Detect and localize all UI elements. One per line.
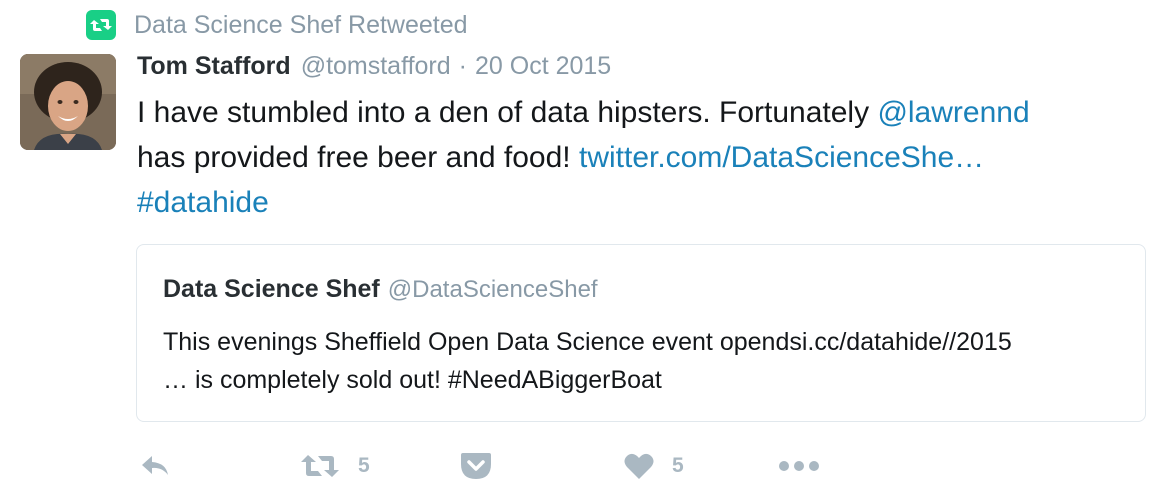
pocket-icon <box>461 453 491 479</box>
quoted-text-line2: … is completely sold out! #NeedABiggerBo… <box>163 366 662 394</box>
more-button[interactable] <box>778 446 820 486</box>
retweet-button[interactable]: 5 <box>300 446 370 486</box>
reply-icon <box>142 456 168 475</box>
tweet-text-part1: I have stumbled into a den of data hipst… <box>137 96 878 129</box>
tweet-actions: 5 5 <box>138 446 1038 486</box>
author-fullname[interactable]: Tom Stafford <box>137 52 291 80</box>
header-separator: · <box>458 52 467 80</box>
like-button[interactable]: 5 <box>624 446 684 486</box>
url-link[interactable]: twitter.com/DataScienceShe… <box>578 141 985 174</box>
retweeted-by-label[interactable]: Data Science Shef Retweeted <box>134 10 468 39</box>
quoted-tweet[interactable]: Data Science Shef @DataScienceShef This … <box>136 244 1146 422</box>
quoted-author-fullname: Data Science Shef <box>163 275 380 303</box>
author-username[interactable]: @tomstafford <box>300 52 451 80</box>
more-icon <box>779 461 819 471</box>
quoted-text-line1: This evenings Sheffield Open Data Scienc… <box>163 328 1012 356</box>
quoted-author-username: @DataScienceShef <box>387 276 598 303</box>
retweet-context: Data Science Shef Retweeted <box>86 8 468 42</box>
tweet-header: Tom Stafford @tomstafford · 20 Oct 2015 <box>137 52 611 86</box>
tweet-timestamp[interactable]: 20 Oct 2015 <box>475 52 612 80</box>
retweet-icon <box>301 455 339 477</box>
like-count: 5 <box>672 454 684 477</box>
quoted-tweet-header: Data Science Shef @DataScienceShef <box>163 275 598 304</box>
avatar[interactable] <box>20 54 116 150</box>
tweet-text-part2: has provided free beer and food! <box>137 141 579 174</box>
quoted-tweet-text: This evenings Sheffield Open Data Scienc… <box>163 323 1133 399</box>
mention-link[interactable]: @lawrennd <box>877 96 1030 129</box>
retweet-count: 5 <box>358 454 370 477</box>
save-button[interactable] <box>460 446 492 486</box>
hashtag-link[interactable]: #datahide <box>137 186 269 219</box>
reply-button[interactable] <box>140 446 170 486</box>
retweet-context-icon <box>86 10 116 40</box>
heart-icon <box>624 453 654 479</box>
tweet-text: I have stumbled into a den of data hipst… <box>137 90 1137 225</box>
avatar-image <box>20 54 116 150</box>
